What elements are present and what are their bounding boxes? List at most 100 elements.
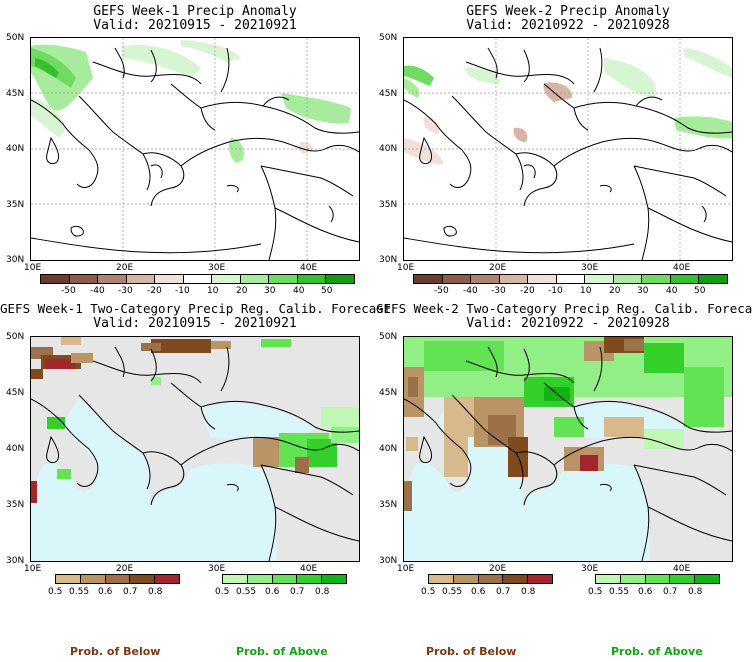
colorbar-label: 0.8 [315,587,330,597]
grid-lines [404,38,732,260]
colorbar-swatch [56,575,81,583]
probability-fill [404,337,732,511]
colorbar-swatch [645,575,671,583]
colorbar-label: 0.8 [688,587,703,597]
colorbar-label: 50 [321,286,333,296]
colorbar-label: -10 [548,286,563,296]
panel-valid-week2-anomaly: Valid: 20210922 - 20210928 [466,18,670,33]
lon-label: 20E [489,564,507,574]
colorbar-swatch [98,275,127,283]
lat-label: 30N [6,255,25,265]
map-week2-anomaly [403,37,733,261]
panel-title-week2-category: GEFS Week-2 Two-Category Precip Reg. Cal… [376,301,752,316]
colorbar-label: 0.5 [215,587,230,597]
colorbar-swatch [183,275,213,283]
colorbar-label: 20 [236,286,248,296]
colorbar-label: -40 [463,286,478,296]
prob-above-caption-week1: Prob. of Above [236,645,328,658]
lon-label: 30E [581,263,599,273]
colorbar-label: 0.55 [609,587,630,597]
colorbar-label: 0.55 [442,587,463,597]
lon-label: 40E [673,263,691,273]
lat-label: 50N [379,332,398,342]
colorbar-swatch [499,275,529,283]
colorbar-swatch [105,575,131,583]
lon-label: 10E [24,263,42,273]
colorbar-swatch [155,275,184,283]
prob-below-colorbar-week1 [55,574,180,584]
colorbar-swatch [247,575,273,583]
colorbar-swatch [297,575,323,583]
prob-below-colorbar-week2 [428,574,553,584]
prob-below-caption-week1: Prob. of Below [70,645,161,658]
colorbar-label: 0.6 [98,587,113,597]
colorbar-label: 0.6 [265,587,280,597]
colorbar-swatch [695,575,719,583]
lon-label: 20E [116,564,134,574]
colorbar-label: 0.7 [496,587,511,597]
colorbar-label: 0.7 [663,587,678,597]
colorbar-label: -10 [175,286,190,296]
colorbar-label: 20 [609,286,621,296]
colorbar-swatch [272,575,298,583]
lat-label: 35N [379,200,398,210]
colorbar-label: 0.5 [588,587,603,597]
lat-label: 40N [379,444,398,454]
lon-label: 20E [116,263,134,273]
lon-label: 30E [581,564,599,574]
lat-label: 45N [6,89,25,99]
colorbar-swatch [429,575,454,583]
lon-label: 30E [208,564,226,574]
coastlines-and-borders [404,346,732,561]
colorbar-swatch [613,275,643,283]
colorbar-swatch [442,275,472,283]
sea-fill [31,397,315,561]
lon-label: 40E [300,564,318,574]
lon-label: 10E [397,263,415,273]
map-week2-category [403,336,733,562]
panel-valid-week2-category: Valid: 20210922 - 20210928 [466,316,670,331]
lat-label: 35N [379,500,398,510]
colorbar-label: 40 [666,286,678,296]
lat-label: 35N [6,500,25,510]
lon-label: 20E [489,263,507,273]
colorbar-swatch [585,275,614,283]
colorbar-swatch [80,575,106,583]
colorbar-label: -20 [147,286,162,296]
colorbar-label: 0.6 [471,587,486,597]
colorbar-swatch [670,575,696,583]
colorbar-swatch [699,275,728,283]
colorbar-label: -50 [61,286,76,296]
lat-label: 50N [379,33,398,43]
colorbar-swatch [223,575,248,583]
colorbar-swatch [240,275,270,283]
colorbar-swatch [528,575,552,583]
colorbar-swatch [130,575,156,583]
colorbar-label: 10 [580,286,592,296]
colorbar-swatch [478,575,504,583]
panel-valid-week1-anomaly: Valid: 20210915 - 20210921 [93,18,297,33]
colorbar-swatch [297,275,327,283]
panel-valid-week1-category: Valid: 20210915 - 20210921 [93,316,297,331]
colorbar-label: -20 [520,286,535,296]
colorbar-swatch [212,275,241,283]
prob-above-colorbar-week1 [222,574,347,584]
colorbar-swatch [528,275,557,283]
lat-label: 40N [6,144,25,154]
colorbar-label: -30 [491,286,506,296]
colorbar-swatch [414,275,443,283]
colorbar-swatch [126,275,156,283]
lat-label: 40N [6,444,25,454]
colorbar-label: 0.6 [638,587,653,597]
panel-title-week1-category: GEFS Week-1 Two-Category Precip Reg. Cal… [0,301,392,316]
probability-fill [31,337,359,503]
colorbar-swatch [155,575,179,583]
colorbar-label: -50 [434,286,449,296]
colorbar-swatch [556,275,586,283]
lon-label: 10E [397,564,415,574]
colorbar-swatch [670,275,700,283]
colorbar-label: 30 [637,286,649,296]
prob-above-caption-week2: Prob. of Above [611,645,703,658]
colorbar-label: 40 [293,286,305,296]
lat-label: 50N [6,33,25,43]
